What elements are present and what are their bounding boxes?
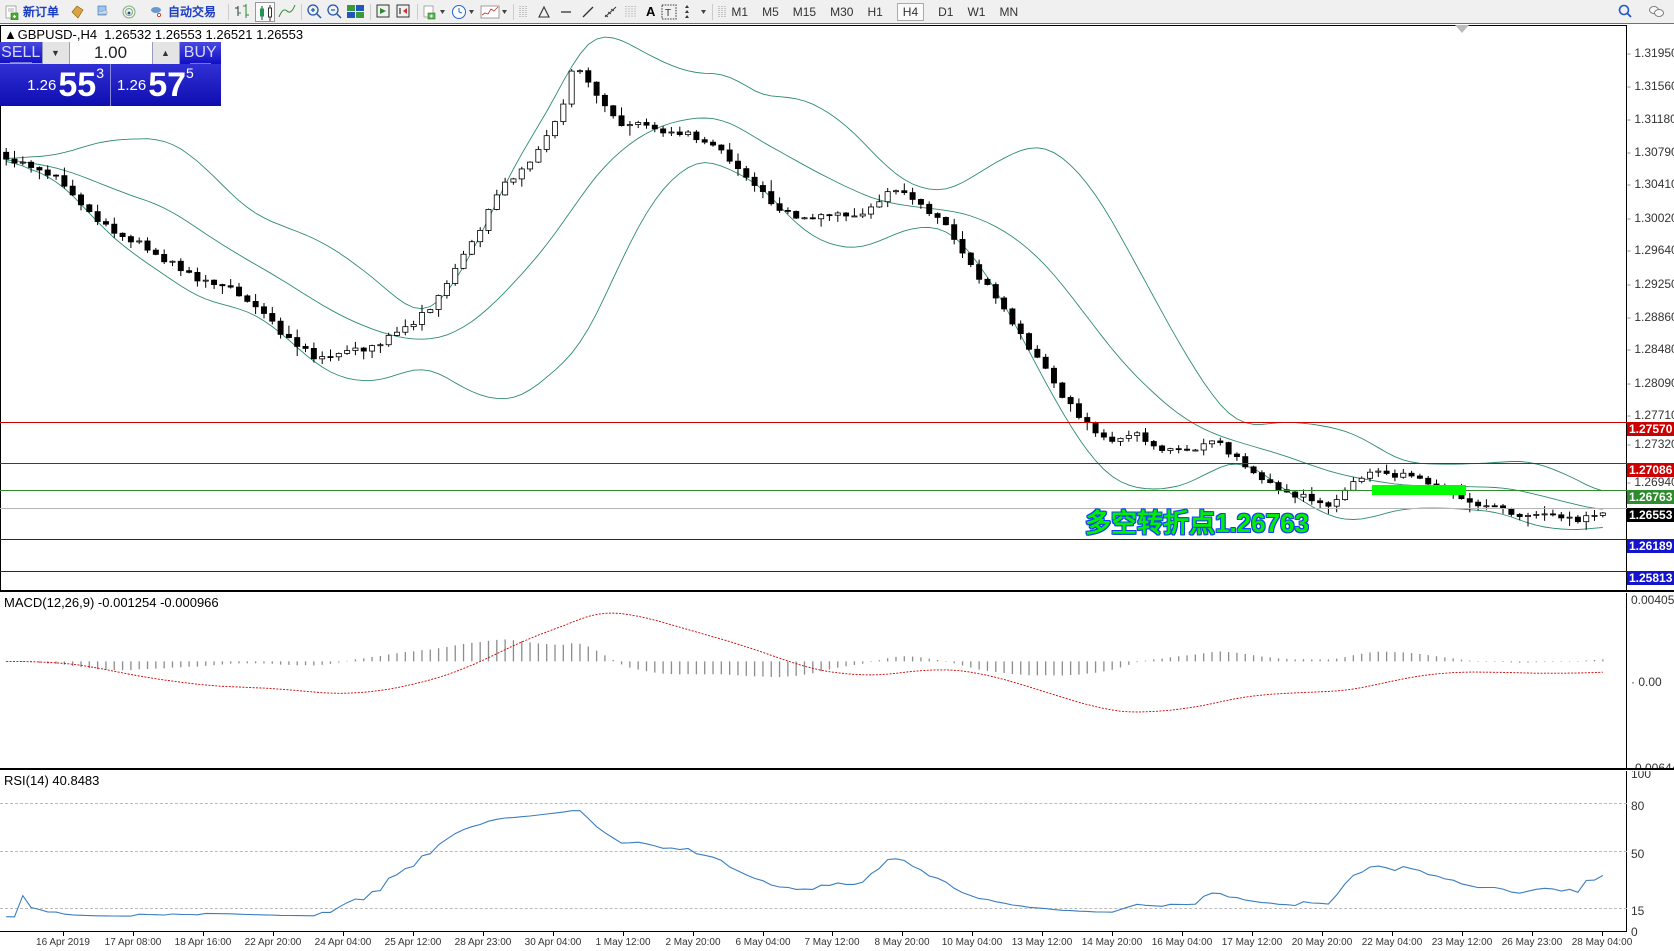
svg-text:T: T	[665, 8, 671, 19]
